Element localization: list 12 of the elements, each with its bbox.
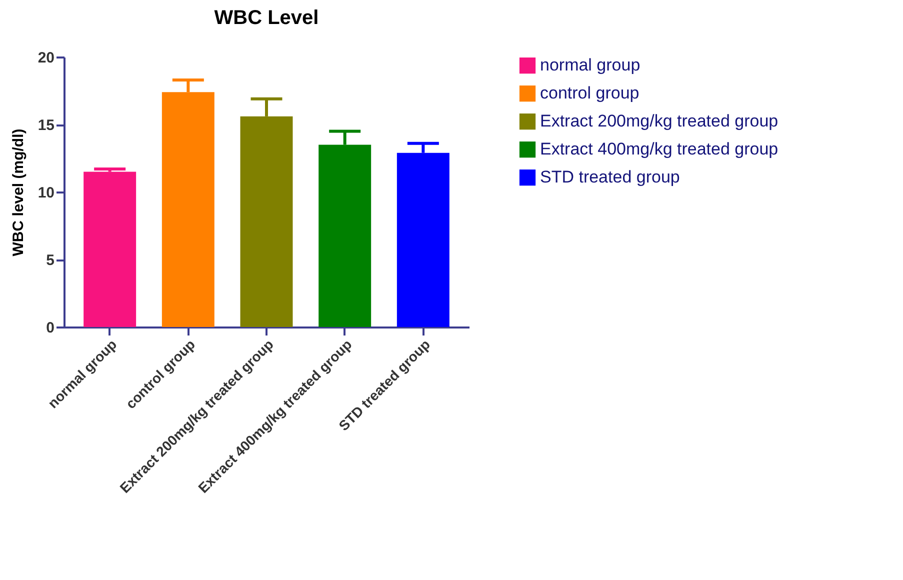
legend-label: control group	[540, 84, 640, 102]
y-axis-title: WBC level (mg/dl)	[10, 128, 27, 256]
legend-label: STD treated group	[540, 168, 680, 186]
y-tick-label: 20	[38, 50, 54, 66]
legend-label: normal group	[540, 56, 640, 74]
chart-title: WBC Level	[214, 7, 319, 29]
y-tick-label: 0	[46, 320, 54, 336]
y-tick-label: 5	[46, 252, 54, 269]
legend-label: Extract 400mg/kg treated group	[540, 140, 778, 158]
y-tick-label: 10	[38, 184, 54, 202]
legend-label: Extract 200mg/kg treated group	[540, 112, 778, 130]
y-tick-label: 15	[38, 117, 54, 134]
